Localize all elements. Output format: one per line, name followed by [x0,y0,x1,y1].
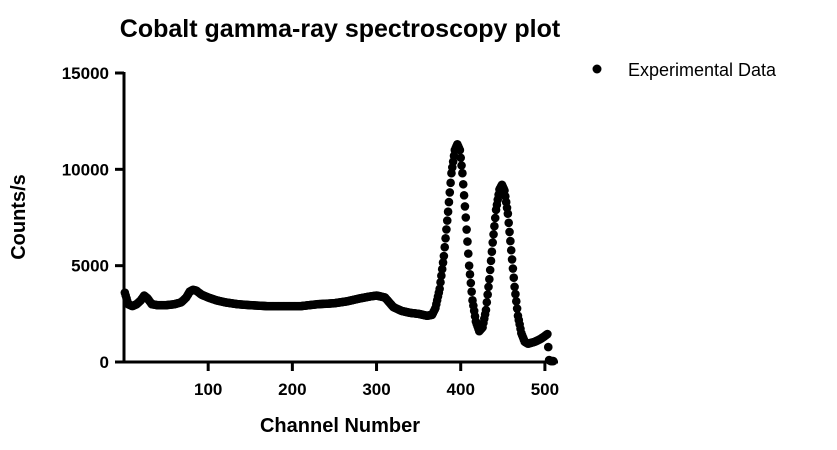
data-point [485,265,495,275]
data-point [490,213,500,223]
data-point [509,273,519,283]
data-point [442,225,451,234]
data-point [445,188,455,197]
data-point [440,242,450,252]
data-point [458,179,468,189]
data-point [512,304,522,313]
data-point [483,290,492,299]
x-axis-ticks: 100 200 300 400 500 [194,362,559,399]
data-point [437,264,447,274]
data-point [489,230,498,239]
data-point [465,270,475,279]
data-point [506,245,516,255]
data-points [120,139,558,366]
x-tick-label: 400 [447,380,475,399]
data-point [458,168,467,178]
data-point [503,209,513,218]
x-axis-label: Channel Number [260,415,420,437]
y-tick-label: 5000 [71,257,109,276]
y-axis-label: Counts/s [8,174,30,260]
data-point [462,225,471,234]
data-point [466,278,476,288]
data-point [460,202,470,211]
data-point [441,234,450,243]
data-point [482,297,492,307]
data-point [461,213,471,222]
y-tick-label: 15000 [62,64,109,83]
data-point [443,207,453,217]
data-point [490,221,499,231]
data-point [457,161,466,170]
y-tick-label: 0 [100,353,109,372]
data-point [511,289,520,299]
data-point [506,236,515,246]
data-point [442,216,452,225]
data-point [456,153,466,163]
data-point [505,227,514,237]
data-point [543,329,552,339]
x-tick-label: 300 [362,380,390,399]
data-point [467,287,476,296]
data-point [455,145,465,155]
data-point [436,277,445,287]
data-point [446,178,455,188]
data-point [508,264,518,273]
y-tick-label: 10000 [62,160,109,179]
x-tick-label: 200 [278,380,306,399]
data-point [463,249,473,258]
chart-title: Cobalt gamma-ray spectroscopy plot [120,15,561,43]
data-point [488,238,498,247]
data-point [439,251,449,261]
data-point [485,274,494,284]
y-axis-ticks: 0 5000 10000 15000 [62,64,124,372]
data-point [481,305,491,315]
legend-label: Experimental Data [628,60,777,80]
legend: Experimental Data [592,60,777,80]
data-point [511,297,521,306]
data-point [459,191,469,200]
data-point [543,342,553,352]
data-point [464,261,474,270]
data-point [438,258,448,267]
data-point [444,197,454,207]
data-point [486,256,496,266]
data-point [504,218,513,228]
data-point [507,255,517,264]
data-point [463,237,472,246]
data-point [487,247,497,256]
x-tick-label: 100 [194,380,222,399]
x-tick-label: 500 [531,380,559,399]
legend-marker [592,64,602,74]
data-point [510,282,519,292]
data-point [435,284,444,294]
data-point [484,282,493,292]
data-point [437,271,446,280]
